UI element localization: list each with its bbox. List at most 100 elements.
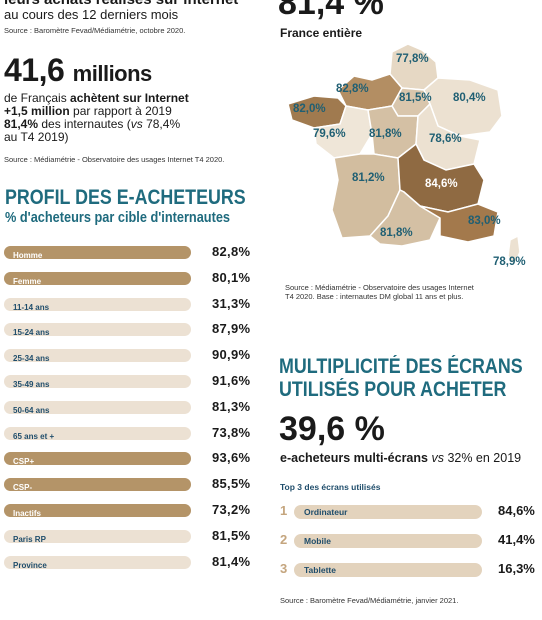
screen-rank: 1 bbox=[280, 503, 288, 518]
screen-label: Ordinateur bbox=[304, 507, 348, 517]
profile-row: 25-34 ans 90,9% bbox=[0, 346, 260, 366]
map-label-pdl: 79,6% bbox=[313, 128, 346, 140]
profile-title: PROFIL DES E-ACHETEURS bbox=[5, 186, 246, 209]
screens-line-bold: e-acheteurs multi-écrans bbox=[280, 451, 428, 465]
screen-row: 3 Tablette 16,3% bbox=[280, 561, 542, 581]
screen-row: 2 Mobile 41,4% bbox=[280, 532, 542, 552]
profile-label: 50-64 ans bbox=[13, 405, 50, 415]
region-corse bbox=[507, 234, 521, 268]
profile-subtitle: % d'acheteurs par cible d'internautes bbox=[5, 209, 231, 226]
profile-label: Province bbox=[13, 560, 47, 570]
map-label-hdf: 77,8% bbox=[396, 53, 429, 65]
profile-value: 73,8% bbox=[212, 424, 251, 440]
buyers-line3-vs: vs bbox=[130, 117, 143, 131]
map-label-nouvelle-aquitaine: 81,2% bbox=[352, 172, 385, 184]
profile-bar: 15-24 ans bbox=[4, 323, 191, 338]
profile-value: 81,4% bbox=[212, 553, 251, 569]
profile-label: 65 ans et + bbox=[13, 431, 55, 441]
profile-label: 15-24 ans bbox=[13, 328, 50, 338]
intro-sub: au cours des 12 derniers mois bbox=[4, 7, 179, 22]
map-label-bourgogne: 78,6% bbox=[429, 133, 462, 145]
profile-bar: 35-49 ans bbox=[4, 375, 191, 389]
profile-bar: 11-14 ans bbox=[4, 297, 191, 312]
screens-title-1: MULTIPLICITÉ DES ÉCRANS bbox=[279, 355, 523, 378]
screens-top3-title: Top 3 des écrans utilisés bbox=[280, 482, 381, 492]
buyers-number: 41,6 bbox=[4, 52, 65, 88]
profile-bar: 65 ans et + bbox=[4, 426, 191, 441]
profile-row: Femme 80,1% bbox=[0, 269, 260, 289]
screens-source: Source : Baromètre Fevad/Médiamétrie, ja… bbox=[280, 596, 459, 605]
map-label-idf: 81,5% bbox=[399, 92, 432, 104]
map-label-grand-est: 80,4% bbox=[453, 92, 486, 104]
map-france-label: France entière bbox=[280, 26, 363, 40]
buyers-line3-bold: 81,4% bbox=[4, 117, 39, 131]
profile-bar: Inactifs bbox=[4, 504, 191, 518]
profile-value: 82,8% bbox=[212, 244, 251, 259]
buyers-unit: millions bbox=[72, 61, 153, 86]
buyers-line2-bold: +1,5 million bbox=[4, 104, 70, 118]
region-paca bbox=[419, 203, 499, 243]
screen-rank: 2 bbox=[280, 532, 288, 547]
buyers-line1: de Français bbox=[4, 91, 71, 105]
profile-value: 90,9% bbox=[212, 347, 251, 363]
profile-label: 11-14 ans bbox=[13, 302, 50, 312]
profile-row: Inactifs 73,2% bbox=[0, 501, 260, 521]
map-source-1: Source : Médiamétrie - Observatoire des … bbox=[285, 283, 474, 292]
intro-line: leurs achats réalisés sur internet bbox=[4, 0, 238, 8]
profile-bar: 25-34 ans bbox=[4, 349, 191, 363]
profile-bar: Province bbox=[4, 555, 191, 570]
profile-value: 81,3% bbox=[212, 398, 251, 414]
buyers-line1-bold: achètent sur Internet bbox=[70, 91, 189, 105]
profile-label: CSP+ bbox=[13, 457, 35, 467]
profile-bar-fill bbox=[4, 452, 191, 466]
buyers-line3: des internautes ( bbox=[38, 117, 131, 131]
screen-value: 16,3% bbox=[498, 561, 535, 576]
profile-row: CSP- 85,5% bbox=[0, 475, 260, 495]
profile-row: Homme 82,8% bbox=[0, 243, 260, 263]
buyers-source: Source : Médiamétrie - Observatoire des … bbox=[4, 155, 225, 164]
profile-label: 35-49 ans bbox=[13, 380, 50, 389]
profile-label: Paris RP bbox=[13, 534, 46, 544]
profile-value: 73,2% bbox=[212, 502, 251, 517]
screens-multi-line: e-acheteurs multi-écrans vs 32% en 2019 bbox=[280, 451, 521, 465]
intro-source: Source : Baromètre Fevad/Médiamétrie, oc… bbox=[4, 26, 186, 35]
map-label-normandie: 82,8% bbox=[336, 83, 369, 95]
screen-bar: Tablette bbox=[294, 563, 482, 577]
profile-value: 87,9% bbox=[212, 321, 251, 337]
screen-value: 84,6% bbox=[498, 503, 535, 518]
profile-row: Paris RP 81,5% bbox=[0, 527, 260, 547]
profile-bar: CSP- bbox=[4, 478, 191, 493]
buyers-figure: 41,6 millions bbox=[4, 52, 152, 89]
profile-bar-fill bbox=[4, 478, 191, 492]
screen-label: Mobile bbox=[304, 536, 331, 546]
profile-bar: 50-64 ans bbox=[4, 400, 191, 415]
profile-row: Province 81,4% bbox=[0, 553, 260, 573]
profile-value: 91,6% bbox=[212, 373, 251, 388]
screen-row: 1 Ordinateur 84,6% bbox=[280, 503, 542, 523]
profile-label: CSP- bbox=[13, 483, 33, 493]
screens-title-2: UTILISÉS POUR ACHETER bbox=[279, 378, 507, 401]
screens-line-vs: vs bbox=[427, 451, 444, 465]
buyers-line4: au T4 2019) bbox=[4, 130, 69, 144]
profile-row: CSP+ 93,6% bbox=[0, 449, 260, 469]
buyers-description: de Français achètent sur Internet +1,5 m… bbox=[4, 92, 194, 144]
profile-row: 50-64 ans 81,3% bbox=[0, 398, 260, 418]
screen-bar: Mobile bbox=[294, 534, 482, 548]
profile-value: 93,6% bbox=[212, 450, 251, 466]
buyers-line3-end: 78,4% bbox=[142, 117, 181, 131]
map-source-2: T4 2020. Base : internautes DM global 11… bbox=[285, 292, 464, 301]
profile-bar-fill bbox=[4, 246, 191, 259]
profile-value: 31,3% bbox=[212, 295, 251, 311]
profile-bar: CSP+ bbox=[4, 452, 191, 467]
profile-bar: Homme bbox=[4, 246, 191, 260]
profile-value: 81,5% bbox=[212, 527, 251, 543]
buyers-line2: par rapport à 2019 bbox=[69, 104, 172, 118]
screen-bar: Ordinateur bbox=[294, 505, 482, 519]
profile-row: 15-24 ans 87,9% bbox=[0, 320, 260, 340]
screen-label: Tablette bbox=[304, 565, 336, 575]
map-label-corse: 78,9% bbox=[493, 256, 526, 268]
screen-value: 41,4% bbox=[498, 532, 535, 547]
profile-row: 65 ans et + 73,8% bbox=[0, 424, 260, 444]
map-label-centre: 81,8% bbox=[369, 128, 402, 140]
map-label-aura: 84,6% bbox=[425, 178, 458, 190]
